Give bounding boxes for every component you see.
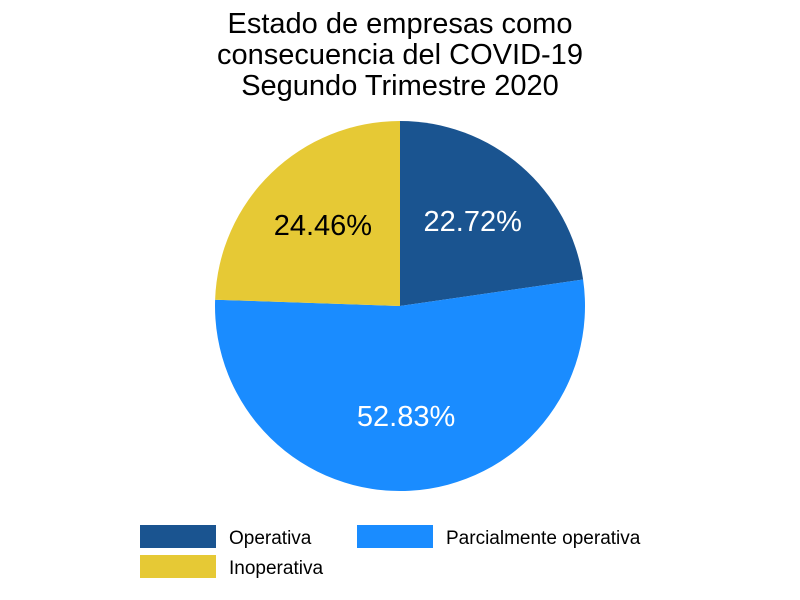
slice-label-inoperativa: 24.46% (274, 210, 372, 242)
slice-labels: 22.72% 52.83% 24.46% (274, 206, 522, 433)
legend-swatch-operativa (140, 525, 216, 548)
chart-title: Estado de empresas como consecuencia del… (217, 8, 583, 102)
slice-label-parcialmente-operativa: 52.83% (357, 401, 455, 433)
legend: Operativa Parcialmente operativa Inopera… (140, 525, 641, 579)
slice-parcialmente-operativa (215, 279, 586, 492)
legend-label-parcialmente-operativa: Parcialmente operativa (446, 528, 641, 549)
pie-slices (215, 120, 586, 492)
legend-label-operativa: Operativa (229, 528, 312, 549)
slice-label-operativa: 22.72% (424, 206, 522, 238)
title-line-1: Estado de empresas como (228, 8, 573, 40)
legend-swatch-inoperativa (140, 555, 216, 578)
legend-label-inoperativa: Inoperativa (229, 558, 323, 579)
legend-item-parcialmente-operativa: Parcialmente operativa (357, 525, 641, 549)
title-line-2: consecuencia del COVID-19 (217, 39, 583, 71)
slice-operativa (400, 121, 584, 306)
slice-inoperativa (215, 120, 400, 306)
legend-item-operativa: Operativa (140, 525, 312, 549)
legend-item-inoperativa: Inoperativa (140, 555, 323, 579)
title-line-3: Segundo Trimestre 2020 (241, 70, 559, 102)
legend-swatch-parcialmente-operativa (357, 525, 433, 548)
